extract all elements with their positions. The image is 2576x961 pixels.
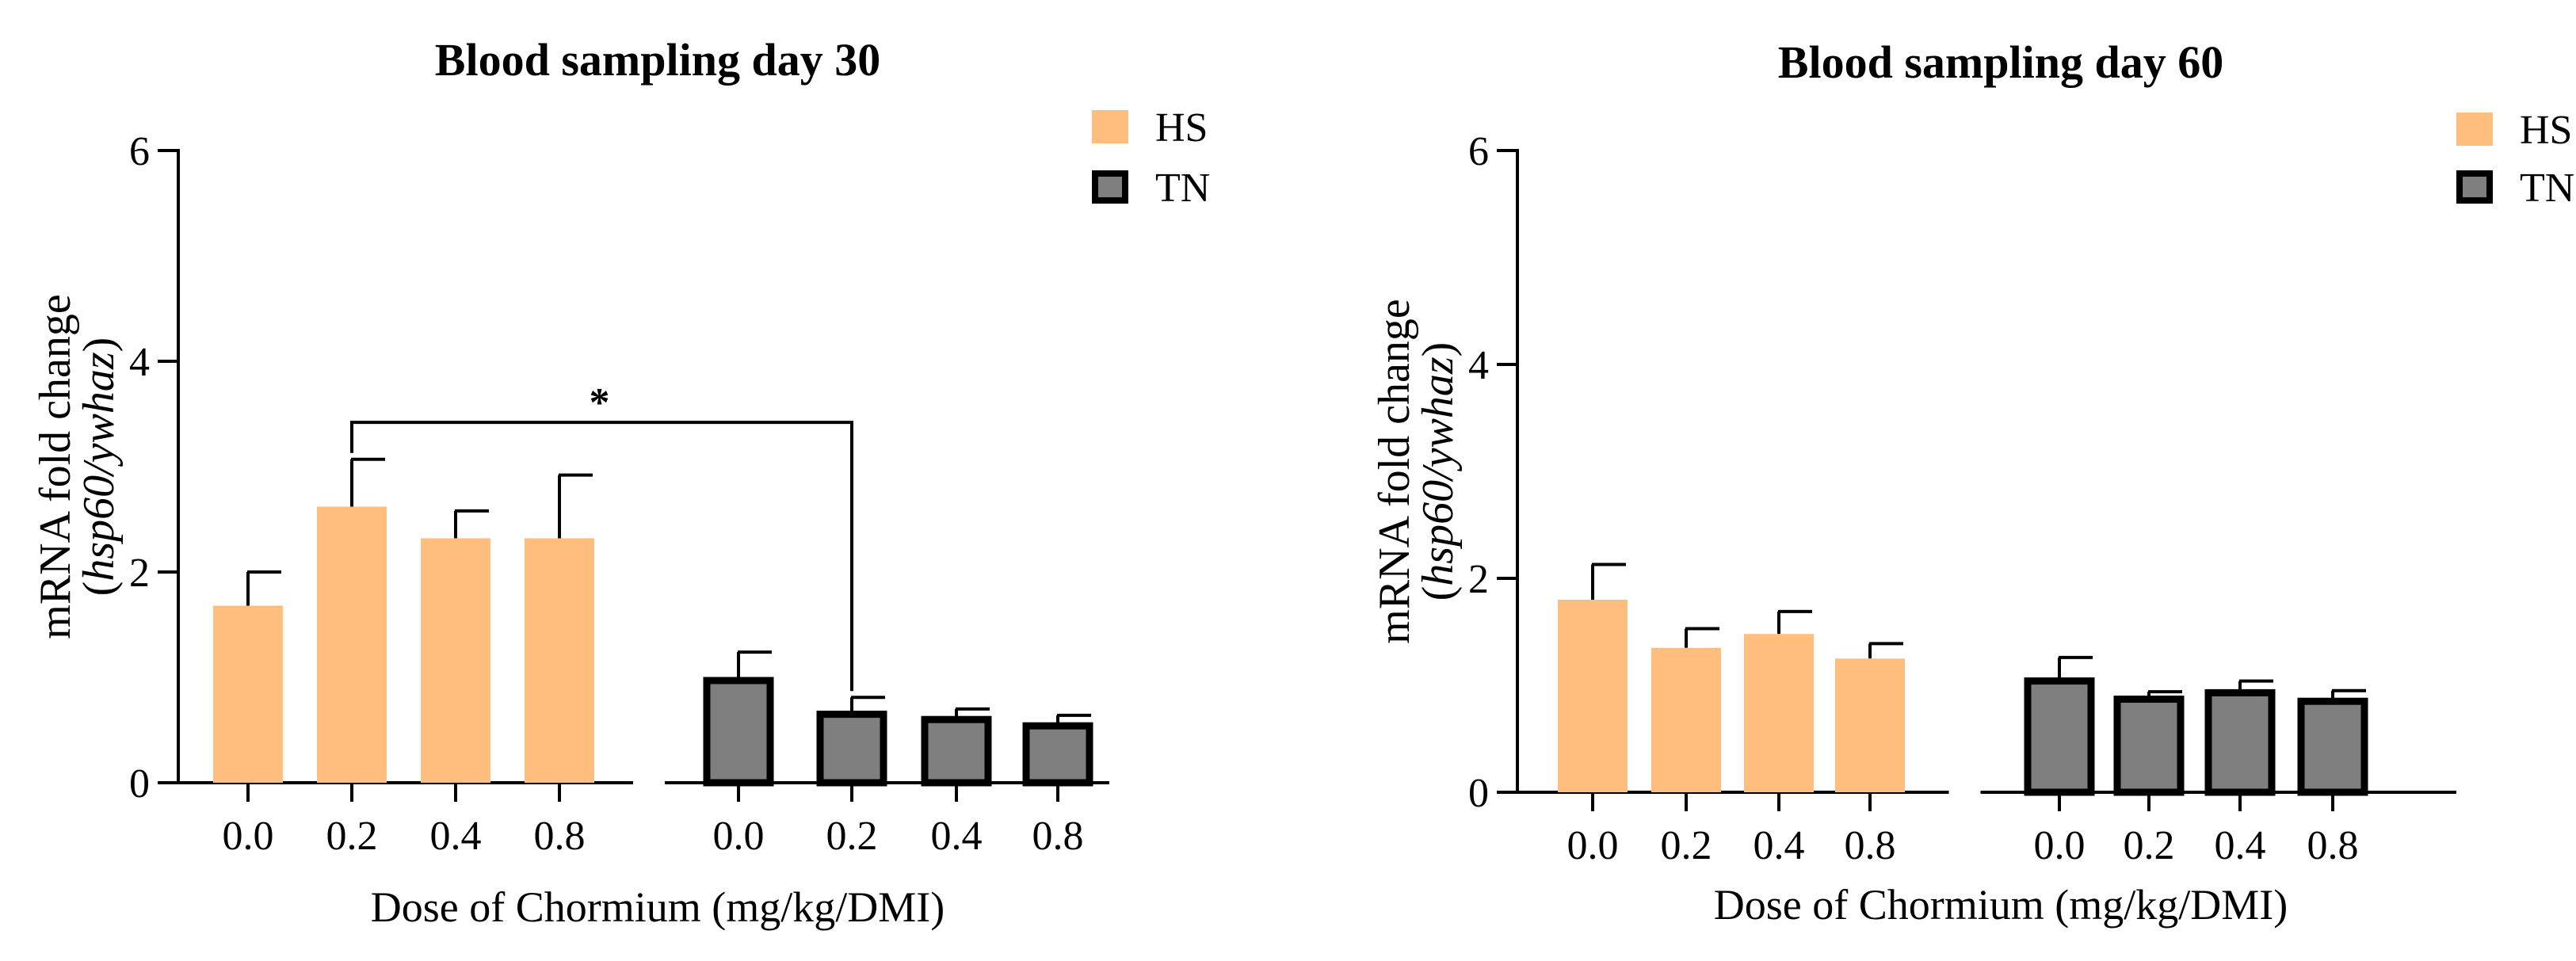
- legend-swatch-hs: [2456, 112, 2493, 146]
- bar-hs: [317, 506, 387, 783]
- x-tick-label: 0.0: [2034, 823, 2086, 868]
- bar-hs: [525, 538, 594, 783]
- x-tick-label: 0.2: [2124, 823, 2175, 868]
- y-axis-label-close: ): [74, 337, 124, 353]
- y-tick-label: 0: [129, 761, 150, 807]
- chart-1: Blood sampling day 30 0 2 4 6 0.0 0.2 0.4 0.8 0.0…: [31, 34, 1210, 931]
- x-axis-label: Dose of Chormium (mg/kg/DMI): [1714, 881, 2288, 929]
- bar-tn: [703, 677, 774, 787]
- y-axis-label-gene-name: hsp60/ywhaz: [1414, 357, 1463, 586]
- x-tick-label: 0.8: [534, 814, 586, 859]
- x-tick-label: 0.2: [1661, 823, 1712, 868]
- x-tick-label: 0.0: [223, 814, 274, 859]
- chart-2: Blood sampling day 60 0 2 4 6 0.0 0.2 0.4 0.8 0.0…: [1370, 36, 2574, 929]
- y-tick-label: 0: [1468, 771, 1489, 816]
- significance-label: *: [590, 380, 610, 425]
- y-axis-label-open: (: [1414, 586, 1463, 601]
- chart-title: Blood sampling day 30: [435, 34, 880, 86]
- y-tick-label: 6: [1468, 129, 1489, 174]
- x-tick-label: 0.2: [826, 814, 878, 859]
- y-tick-label: 4: [129, 340, 150, 385]
- legend-swatch-tn: [1092, 170, 1128, 204]
- x-tick-label: 0.4: [1754, 823, 1805, 868]
- x-tick-label: 0.8: [1032, 814, 1084, 859]
- bar-hs: [1651, 647, 1721, 792]
- legend-label-hs: HS: [2520, 108, 2572, 153]
- bar-hs: [213, 605, 283, 783]
- bar-tn: [921, 715, 992, 787]
- x-tick-label: 0.0: [713, 814, 765, 859]
- bar-hs: [1558, 600, 1628, 792]
- bar-tn: [2204, 688, 2276, 796]
- y-axis-label-gene-name: hsp60/ywhaz: [74, 352, 124, 582]
- bar-hs: [1835, 658, 1905, 792]
- y-axis-label-gene: (hsp60/ywhaz): [1414, 342, 1463, 601]
- y-axis-label: mRNA fold change: [1370, 299, 1419, 643]
- bar-hs: [1744, 634, 1814, 792]
- x-tick-label: 0.4: [2215, 823, 2266, 868]
- y-tick-label: 4: [1468, 343, 1489, 388]
- x-tick-label: 0.8: [2307, 823, 2359, 868]
- y-axis-label-open: (: [74, 582, 124, 597]
- legend-swatch-tn: [2456, 170, 2493, 204]
- y-tick-label: 6: [129, 129, 150, 174]
- significance-bracket: [350, 421, 853, 692]
- x-tick-label: 0.2: [326, 814, 378, 859]
- legend-label-hs: HS: [1155, 105, 1208, 151]
- bar-tn: [1022, 722, 1093, 787]
- bar-tn: [2113, 696, 2185, 796]
- legend-swatch-hs: [1092, 110, 1128, 143]
- x-tick-label: 0.0: [1567, 823, 1619, 868]
- x-tick-label: 0.4: [430, 814, 482, 859]
- y-axis-label: mRNA fold change: [31, 294, 80, 639]
- x-tick-label: 0.4: [931, 814, 983, 859]
- bar-hs: [421, 538, 490, 783]
- y-axis-label-gene: (hsp60/ywhaz): [74, 337, 124, 597]
- y-tick-label: 2: [1468, 557, 1489, 602]
- bar-tn: [816, 711, 887, 787]
- x-axis-label: Dose of Chormium (mg/kg/DMI): [371, 883, 945, 931]
- legend-label-tn: TN: [2520, 166, 2574, 211]
- x-tick-label: 0.8: [1845, 823, 1896, 868]
- chart-title: Blood sampling day 60: [1778, 36, 2223, 88]
- bar-tn: [2297, 697, 2368, 796]
- y-tick-label: 2: [129, 551, 150, 596]
- legend-label-tn: TN: [1155, 166, 1210, 211]
- y-axis-label-close: ): [1414, 342, 1463, 357]
- bar-tn: [2024, 677, 2095, 796]
